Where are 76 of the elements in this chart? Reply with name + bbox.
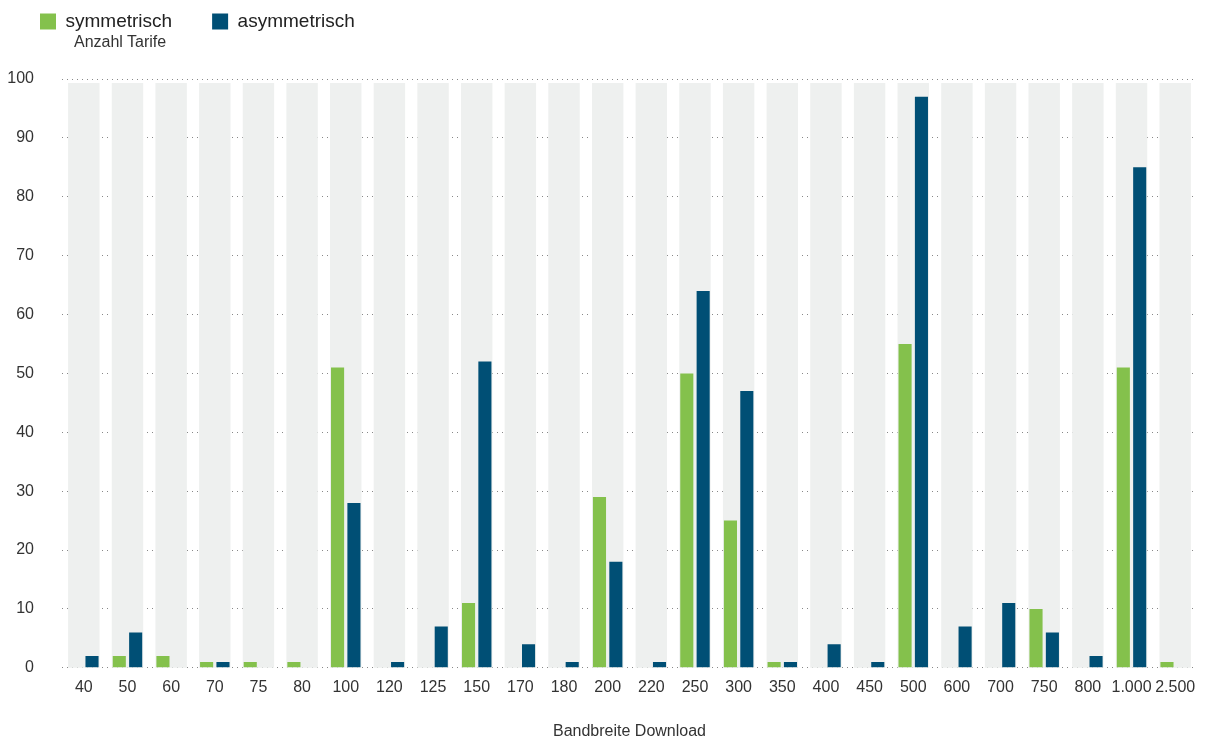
legend-label: symmetrisch bbox=[65, 9, 173, 31]
x-tick-label: 450 bbox=[856, 677, 884, 695]
x-axis-title: Bandbreite Download bbox=[553, 722, 706, 740]
x-tick-label: 500 bbox=[899, 677, 927, 695]
bar bbox=[1045, 632, 1059, 668]
bar bbox=[243, 661, 257, 668]
y-tick-label: 70 bbox=[16, 246, 35, 264]
y-tick-label: 50 bbox=[16, 363, 35, 381]
bar bbox=[129, 632, 143, 668]
bar bbox=[680, 373, 694, 668]
legend-label: asymmetrisch bbox=[237, 9, 355, 31]
x-tick-label: 40 bbox=[74, 677, 93, 695]
x-tick-label: 2.500 bbox=[1155, 677, 1196, 695]
x-tick-label: 150 bbox=[463, 677, 491, 695]
x-tick-label: 180 bbox=[550, 677, 578, 695]
bar bbox=[461, 603, 476, 668]
bar bbox=[783, 661, 798, 668]
x-tick-label: 250 bbox=[681, 677, 709, 695]
x-tick-label: 170 bbox=[507, 677, 534, 695]
x-tick-label: 120 bbox=[376, 677, 403, 695]
bar bbox=[609, 561, 623, 668]
x-tick-label: 50 bbox=[118, 677, 137, 695]
x-tick-label: 400 bbox=[812, 677, 840, 695]
bar bbox=[85, 656, 99, 668]
x-tick-label: 60 bbox=[162, 677, 181, 695]
x-tick-label: 75 bbox=[249, 677, 268, 695]
bar bbox=[331, 367, 345, 668]
bar bbox=[827, 644, 841, 668]
bar bbox=[871, 661, 885, 668]
bar bbox=[216, 661, 230, 668]
bar bbox=[898, 343, 912, 668]
x-tick-label: 700 bbox=[987, 677, 1014, 695]
x-tick-label: 200 bbox=[594, 677, 622, 695]
y-tick-label: 60 bbox=[16, 304, 35, 322]
bar bbox=[1160, 661, 1174, 668]
x-tick-label: 350 bbox=[768, 677, 796, 695]
bar bbox=[740, 391, 754, 668]
bar bbox=[592, 497, 607, 668]
bar bbox=[347, 502, 361, 668]
x-tick-label: 800 bbox=[1074, 677, 1102, 695]
y-tick-label: 40 bbox=[16, 422, 35, 440]
y-axis-title: Anzahl Tarife bbox=[74, 33, 167, 51]
y-tick-label: 80 bbox=[16, 187, 35, 205]
x-tick-label: 125 bbox=[419, 677, 447, 695]
bar bbox=[200, 661, 214, 668]
bar bbox=[434, 626, 448, 668]
x-tick-label: 600 bbox=[943, 677, 971, 695]
x-tick-label: 70 bbox=[205, 677, 224, 695]
bar bbox=[1116, 367, 1130, 668]
bar bbox=[522, 644, 536, 668]
x-tick-label: 300 bbox=[725, 677, 753, 695]
y-tick-label: 20 bbox=[16, 540, 35, 558]
bar bbox=[1029, 608, 1043, 668]
bar bbox=[652, 661, 667, 668]
bar bbox=[478, 361, 492, 668]
y-tick-label: 0 bbox=[25, 658, 35, 676]
bar bbox=[767, 661, 781, 668]
y-tick-label: 90 bbox=[16, 128, 35, 146]
y-tick-label: 30 bbox=[16, 481, 35, 499]
bar bbox=[565, 661, 579, 668]
x-tick-label: 100 bbox=[332, 677, 360, 695]
bar bbox=[287, 661, 301, 668]
bar bbox=[723, 520, 737, 668]
bar bbox=[391, 661, 405, 668]
bar bbox=[1002, 603, 1016, 668]
bar bbox=[958, 626, 972, 668]
bar bbox=[156, 656, 170, 668]
bar bbox=[1089, 656, 1103, 668]
y-tick-label: 100 bbox=[7, 69, 35, 87]
bar bbox=[112, 656, 126, 668]
bar bbox=[696, 290, 710, 668]
x-tick-label: 750 bbox=[1030, 677, 1058, 695]
x-tick-label: 220 bbox=[637, 677, 665, 695]
x-tick-label: 80 bbox=[293, 677, 312, 695]
y-tick-label: 10 bbox=[16, 599, 35, 617]
x-tick-label: 1.000 bbox=[1111, 677, 1152, 695]
